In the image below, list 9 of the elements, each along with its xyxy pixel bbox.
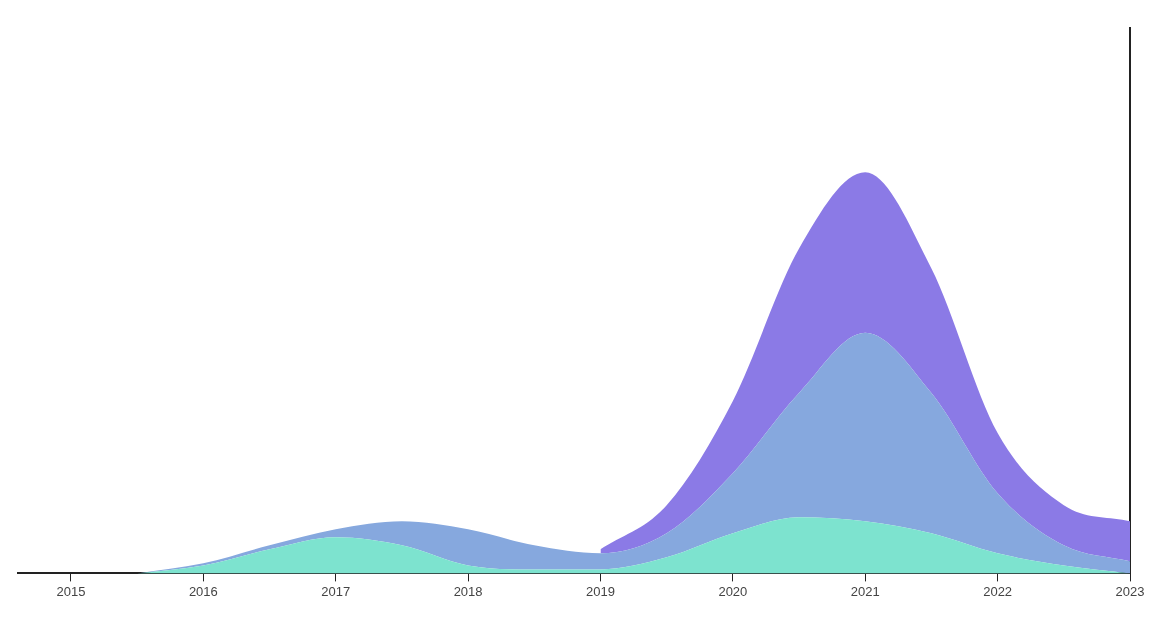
x-tick-label: 2017	[321, 583, 351, 599]
x-tick-label: 2021	[850, 583, 880, 599]
x-tick-label: 2020	[718, 583, 748, 599]
x-tick-label: 2023	[1115, 583, 1145, 599]
x-tick-label: 2015	[56, 583, 86, 599]
x-tick-label: 2019	[586, 583, 615, 599]
x-tick-label: 2018	[453, 583, 483, 599]
x-tick-label: 2016	[188, 583, 218, 599]
x-tick-label: 2022	[983, 583, 1013, 599]
